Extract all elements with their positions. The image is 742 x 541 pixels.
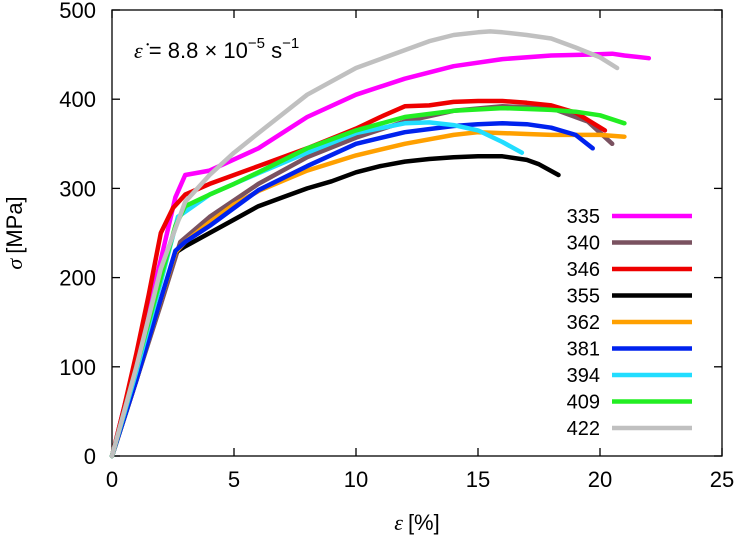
y-tick-label: 100 bbox=[59, 355, 96, 380]
series-line-340 bbox=[109, 104, 615, 459]
series-line-422 bbox=[109, 29, 620, 459]
legend-label-381: 381 bbox=[567, 339, 600, 361]
x-tick-label: 10 bbox=[344, 467, 368, 492]
series-line-355 bbox=[109, 154, 561, 459]
series-line-394 bbox=[109, 120, 525, 459]
legend-label-355: 355 bbox=[567, 286, 600, 308]
x-tick-label: 25 bbox=[710, 467, 734, 492]
y-axis-label: σ [MPa] bbox=[2, 196, 27, 269]
legend: 335 340 346 355 362 381 394 409 422 bbox=[567, 206, 692, 440]
y-tick-label: 400 bbox=[59, 87, 96, 112]
y-tick-label: 0 bbox=[84, 444, 96, 469]
x-tick-label: 15 bbox=[466, 467, 490, 492]
strain-rate-unit-exponent: −1 bbox=[282, 35, 299, 52]
legend-label-394: 394 bbox=[567, 365, 600, 387]
strain-rate-value: = 8.8 × 10 bbox=[143, 38, 248, 63]
plot-frame bbox=[111, 9, 723, 457]
series-line-409 bbox=[109, 105, 627, 459]
y-tick-label: 200 bbox=[59, 266, 96, 291]
x-axis-unit: [%] bbox=[408, 510, 440, 535]
y-tick-label: 300 bbox=[59, 176, 96, 201]
legend-label-335: 335 bbox=[567, 206, 600, 228]
series-line-381 bbox=[109, 121, 595, 459]
legend-label-422: 422 bbox=[567, 418, 600, 440]
strain-rate-exponent: −5 bbox=[248, 35, 265, 52]
y-axis-symbol: σ bbox=[2, 258, 27, 270]
strain-rate-unit: s bbox=[265, 38, 282, 63]
series-line-362 bbox=[109, 129, 627, 459]
x-axis-label: ε [%] bbox=[394, 510, 439, 535]
x-tick-label: 5 bbox=[228, 467, 240, 492]
legend-label-409: 409 bbox=[567, 392, 600, 414]
legend-label-362: 362 bbox=[567, 312, 600, 334]
strain-rate-annotation: ε̇ = 8.8 × 10−5 s−1 bbox=[134, 35, 299, 63]
legend-label-340: 340 bbox=[567, 233, 600, 255]
x-axis-symbol: ε bbox=[394, 510, 403, 535]
legend-label-346: 346 bbox=[567, 259, 600, 281]
axis-tick-labels: 0 5 10 15 20 25 0 100 200 300 400 500 bbox=[59, 0, 734, 492]
series-lines bbox=[109, 29, 652, 459]
y-axis-unit: [MPa] bbox=[2, 196, 27, 253]
x-tick-label: 0 bbox=[106, 467, 118, 492]
x-tick-label: 20 bbox=[588, 467, 612, 492]
y-tick-label: 500 bbox=[59, 0, 96, 23]
